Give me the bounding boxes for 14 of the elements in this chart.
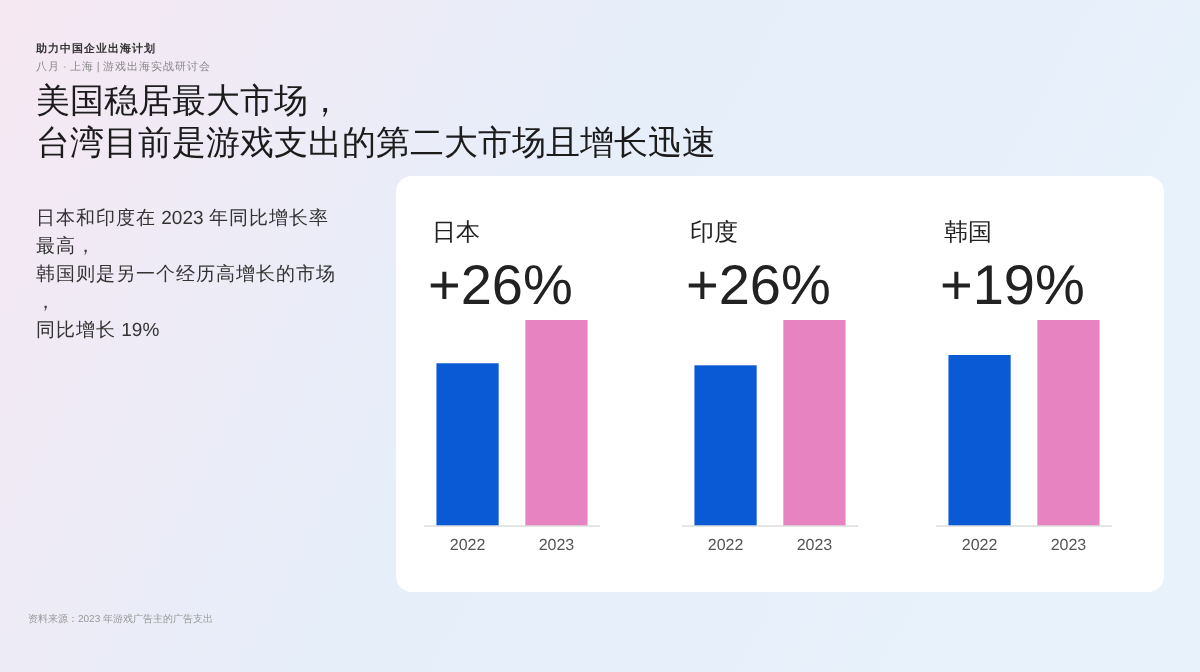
x-tick-label: 2023 xyxy=(1050,536,1088,554)
chart-title: 日本 xyxy=(432,218,480,246)
x-tick-label: 2022 xyxy=(961,536,999,554)
chart-subtitle: +26% xyxy=(686,254,831,316)
text: 美国稳居最大市场，台湾目前是游戏支出的第二大市场且增长迅速 xyxy=(36,82,716,162)
text: 日本和印度在 2023 年同比增长率最高，韩国则是另一个经历高增长的市场，同比增长 19% xyxy=(36,206,336,342)
x-tick-label: 2022 xyxy=(449,536,487,554)
x-tick-label: 2023 xyxy=(538,536,576,554)
x-tick-label: 2022 xyxy=(707,536,745,554)
chart-subtitle: +26% xyxy=(428,254,573,316)
chart-title: 韩国 xyxy=(944,218,992,246)
chart-subtitle: +19% xyxy=(940,254,1085,316)
chart-title: 印度 xyxy=(690,218,738,246)
x-tick-label: 2023 xyxy=(796,536,834,554)
